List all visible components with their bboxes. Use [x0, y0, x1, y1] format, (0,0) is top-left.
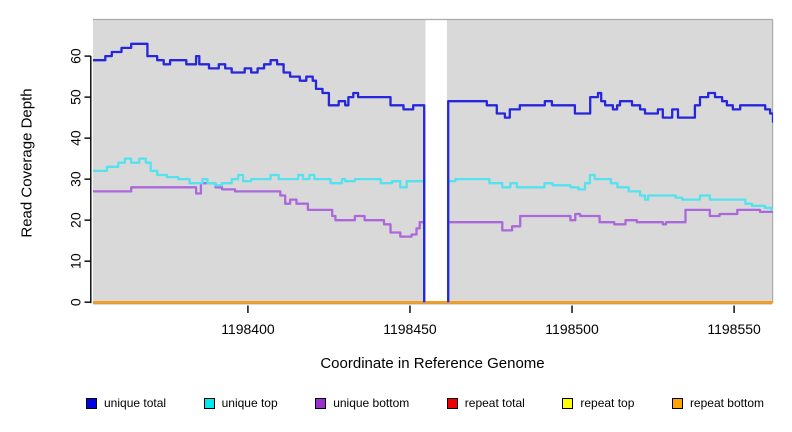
legend-swatch-icon	[562, 397, 574, 409]
legend-item-repeat-bottom: repeat bottom	[671, 396, 764, 410]
legend-label: repeat top	[580, 396, 635, 410]
legend-swatch-icon	[315, 397, 327, 409]
y-tick-label: 60	[68, 48, 84, 64]
legend-swatch-icon	[86, 397, 97, 409]
coverage-gap-mask	[425, 20, 447, 302]
legend-item-unique-bottom: unique bottom	[315, 396, 409, 410]
y-tick-label: 50	[68, 89, 84, 105]
y-tick-label: 40	[68, 130, 84, 146]
series-line-unique-total	[93, 42, 773, 303]
x-axis-title: Coordinate in Reference Genome	[320, 355, 545, 372]
legend-item-unique-top: unique top	[203, 396, 278, 410]
legend-swatch-icon	[671, 397, 683, 409]
legend-label: unique bottom	[333, 396, 410, 410]
legend-swatch-icon	[446, 397, 458, 409]
series-line-unique-top	[93, 157, 773, 303]
y-tick-label: 0	[68, 298, 84, 306]
legend-label: unique top	[221, 396, 278, 410]
y-tick-label: 30	[68, 171, 84, 187]
legend-item-repeat-top: repeat top	[562, 396, 634, 410]
legend-item-repeat-total: repeat total	[446, 396, 525, 410]
x-tick-label: 1198550	[707, 321, 761, 337]
legend-swatch-icon	[203, 397, 215, 409]
legend: unique total unique top unique bottom repea…	[86, 396, 764, 410]
legend-item-unique-total: unique total	[86, 396, 166, 410]
legend-label: repeat total	[464, 396, 525, 410]
x-tick-label: 1198400	[221, 321, 275, 337]
y-axis-title: Read Coverage Depth	[18, 88, 36, 238]
legend-label: repeat bottom	[689, 396, 764, 410]
x-tick-label: 1198500	[545, 321, 599, 337]
y-tick-label: 20	[68, 212, 84, 228]
x-tick-label: 1198450	[383, 321, 437, 337]
legend-label: unique total	[104, 396, 167, 410]
y-tick-label: 10	[68, 253, 84, 269]
